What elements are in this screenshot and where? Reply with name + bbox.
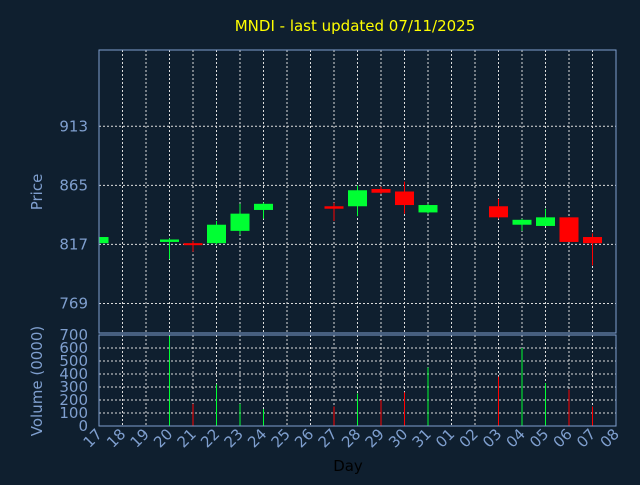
day-tick-label: 26 — [291, 425, 317, 451]
day-tick-label: 23 — [221, 425, 247, 451]
price-tick-labels: 769 817 865 913 — [59, 117, 88, 312]
volume-tick-label: 0 — [78, 417, 88, 435]
candle-body — [583, 237, 602, 244]
candle — [489, 198, 508, 219]
candle — [559, 217, 579, 242]
price-tick-label: 913 — [59, 117, 88, 135]
day-tick-label: 27 — [315, 425, 341, 451]
volume-tick-label: 300 — [59, 378, 88, 396]
day-tick-labels: 1718192021222324252627282930310102030405… — [80, 425, 623, 451]
candle-body — [536, 217, 555, 226]
day-tick-label: 29 — [362, 425, 388, 451]
candle-body — [371, 189, 391, 193]
candle — [207, 221, 226, 245]
candle-body — [512, 219, 532, 225]
volume-tick-label: 400 — [59, 365, 88, 383]
day-tick-label: 05 — [526, 425, 552, 451]
candle — [183, 240, 203, 252]
candle — [254, 202, 273, 219]
candle — [160, 238, 179, 260]
day-tick-label: 30 — [385, 425, 411, 451]
candle-body — [183, 243, 203, 246]
day-tick-label: 25 — [268, 425, 294, 451]
candle-body — [230, 213, 250, 231]
volume-tick-label: 600 — [59, 339, 88, 357]
volume-tick-label: 500 — [59, 352, 88, 370]
day-tick-label: 20 — [150, 425, 176, 451]
candle — [512, 218, 532, 231]
candle-body — [559, 217, 579, 242]
price-tick-label: 865 — [59, 176, 88, 194]
candle-body — [395, 191, 414, 206]
day-tick-label: 06 — [550, 425, 576, 451]
price-axis-label: Price — [28, 174, 46, 211]
day-tick-label: 04 — [503, 425, 529, 451]
day-tick-label: 03 — [479, 425, 505, 451]
candle-body — [254, 203, 273, 210]
volume-axis-label: Volume (0000) — [28, 326, 46, 436]
day-tick-label: 22 — [197, 425, 223, 451]
volume-tick-label: 700 — [59, 326, 88, 344]
chart-title: MNDI - last updated 07/11/2025 — [235, 17, 476, 35]
candle — [324, 202, 344, 222]
candle — [348, 185, 367, 217]
price-tick-label: 769 — [59, 294, 88, 312]
candle-body — [99, 237, 109, 244]
candle-body — [324, 206, 344, 209]
candle — [583, 233, 602, 266]
day-tick-label: 08 — [597, 425, 623, 451]
day-tick-label: 24 — [244, 425, 270, 451]
candle — [418, 203, 438, 214]
day-tick-label: 18 — [103, 425, 129, 451]
day-tick-label: 28 — [338, 425, 364, 451]
day-tick-label: 31 — [409, 425, 435, 451]
candle — [230, 203, 250, 235]
day-tick-label: 07 — [573, 425, 599, 451]
day-tick-label: 21 — [174, 425, 200, 451]
candle — [536, 208, 555, 226]
day-tick-label: 19 — [127, 425, 153, 451]
volume-tick-label: 200 — [59, 391, 88, 409]
candle-body — [348, 190, 367, 207]
candlesticks — [98, 181, 602, 266]
volume-tick-label: 100 — [59, 404, 88, 422]
volume-panel-frame — [98, 334, 617, 427]
day-tick-label: 02 — [456, 425, 482, 451]
price-tick-label: 817 — [59, 235, 88, 253]
candle — [371, 186, 391, 194]
candle-body — [160, 239, 179, 242]
day-tick-label: 01 — [432, 425, 458, 451]
price-panel-frame — [98, 49, 617, 334]
x-axis-label: Day — [333, 457, 363, 475]
candle-body — [418, 205, 438, 213]
candle-body — [489, 206, 508, 218]
candle — [395, 181, 414, 214]
volume-bars — [169, 336, 593, 426]
candle-body — [207, 224, 226, 244]
